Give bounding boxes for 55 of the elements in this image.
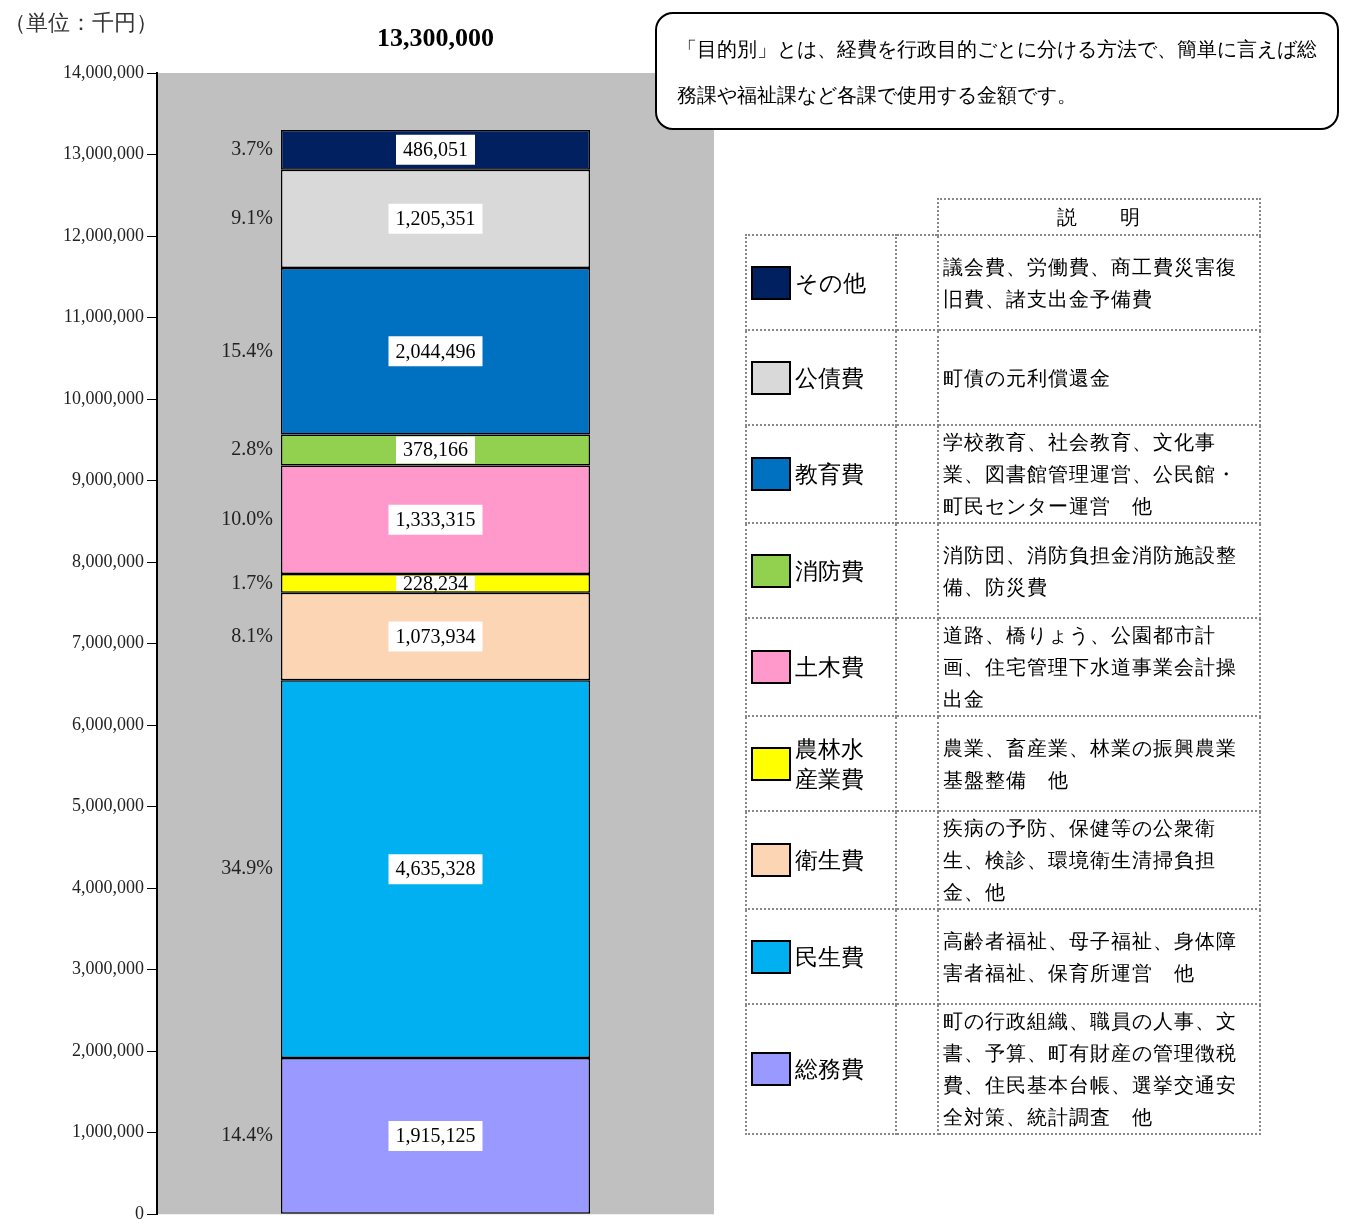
- data-label: 1,073,934: [395, 624, 476, 647]
- text: 2.8%: [231, 437, 273, 460]
- y-tick-label: 5,000,000: [72, 795, 144, 816]
- legend-label: 公債費: [795, 363, 865, 393]
- text: 14.4%: [221, 1123, 273, 1146]
- text: 民生費: [795, 942, 865, 972]
- text: 町の行政組織、職員の人事、文書、予算、町有財産の管理徴税費、住民基本台帳、選挙交通安全対策、統計調査 他: [938, 1004, 1260, 1134]
- legend-label: 教育費: [795, 460, 865, 489]
- text: 疾病の予防、保健等の公衆衛生、検診、環境衛生清掃負担金、他: [938, 811, 1260, 909]
- text: 町債の元利償還金: [938, 330, 1260, 425]
- text: 10.0%: [221, 507, 273, 530]
- y-tick-label: 6,000,000: [72, 713, 144, 734]
- legend-label: 衛生費: [795, 846, 865, 875]
- text: 3.7%: [231, 137, 273, 160]
- text: 8.1%: [231, 623, 273, 646]
- y-tick-label: 0: [135, 1202, 144, 1223]
- legend-label: 総務費: [795, 1055, 865, 1084]
- legend-label: 土木費: [795, 653, 865, 682]
- y-axis-title: （単位：千円）: [4, 9, 158, 37]
- text: 1.7%: [231, 570, 273, 593]
- y-tick-label: 13,000,000: [63, 143, 144, 164]
- data-label: 2,044,496: [395, 339, 476, 362]
- text: 34.9%: [221, 856, 273, 879]
- data-label: 228,234: [403, 571, 468, 594]
- text: 道路、橋りょう、公園都市計画、住宅管理下水道事業会計操出金: [938, 618, 1260, 716]
- text: 議会費、労働費、商工費災害復旧費、諸支出金予備費: [938, 235, 1260, 330]
- total-label: 13,300,000: [377, 22, 494, 52]
- y-tick-label: 4,000,000: [72, 876, 144, 897]
- data-label: 1,333,315: [395, 508, 476, 531]
- text: 9.1%: [231, 206, 273, 229]
- text: 高齢者福祉、母子福祉、身体障害者福祉、保育所運営 他: [938, 909, 1260, 1004]
- data-label: 1,915,125: [395, 1124, 476, 1147]
- legend-label: 農林水産業費: [795, 734, 865, 794]
- y-tick-label: 9,000,000: [72, 469, 144, 490]
- data-label: 4,635,328: [395, 857, 476, 880]
- legend-label: その他: [795, 268, 867, 298]
- y-tick-label: 2,000,000: [72, 1039, 144, 1060]
- text: 学校教育、社会教育、文化事業、図書館管理運営、公民館・町民センター運営 他: [938, 425, 1260, 523]
- y-tick-label: 1,000,000: [72, 1121, 144, 1142]
- y-tick-label: 7,000,000: [72, 632, 144, 653]
- data-label: 378,166: [403, 438, 468, 461]
- text: 「目的別」とは、経費を行政目的ごとに分ける方法で、簡単に言えば総務課や福祉課など各課で使用する金額です。: [655, 12, 1339, 130]
- data-label: 1,205,351: [395, 207, 476, 230]
- y-tick-label: 14,000,000: [63, 61, 144, 82]
- y-tick-label: 12,000,000: [63, 224, 144, 245]
- text: 15.4%: [221, 338, 273, 361]
- y-tick-label: 8,000,000: [72, 550, 144, 571]
- legend-label: 消防費: [795, 556, 865, 586]
- legend-title: 説 明: [938, 199, 1260, 235]
- text: 消防団、消防負担金消防施設整備、防災費: [938, 523, 1260, 618]
- data-label: 486,051: [403, 138, 468, 161]
- y-tick-label: 3,000,000: [72, 958, 144, 979]
- y-tick-label: 11,000,000: [63, 306, 144, 327]
- text: 農業、畜産業、林業の振興農業基盤整備 他: [938, 716, 1260, 811]
- y-tick-label: 10,000,000: [63, 387, 144, 408]
